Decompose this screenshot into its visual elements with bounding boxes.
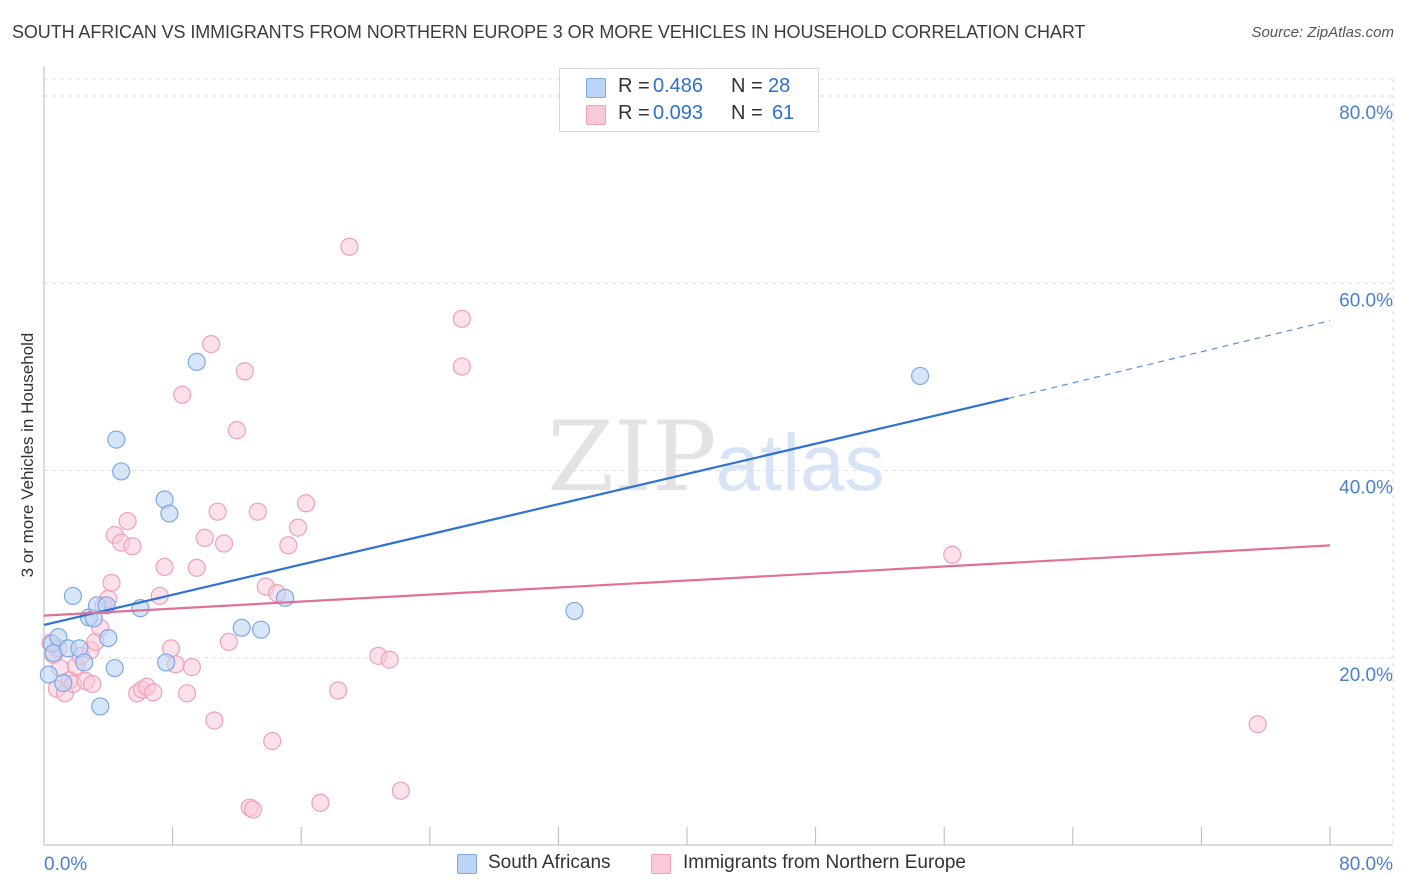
axes: [43, 66, 1393, 846]
watermark-zip: ZIP: [547, 401, 716, 513]
legend-r-label: R =: [618, 75, 650, 97]
point-immigrants: [205, 711, 224, 730]
point-south-africans: [75, 653, 94, 672]
point-south-africans: [187, 352, 206, 371]
point-immigrants: [123, 537, 142, 556]
point-immigrants: [452, 309, 472, 328]
point-immigrants: [195, 528, 214, 548]
point-south-africans: [232, 618, 251, 637]
legend-swatch-pink: [586, 105, 606, 125]
point-immigrants: [340, 237, 359, 256]
bottom-legend-swatch-pink: [651, 854, 671, 874]
point-south-africans: [112, 462, 131, 481]
point-immigrants: [263, 731, 282, 751]
y-tick-label: 40.0%: [1339, 478, 1393, 499]
point-south-africans: [91, 697, 110, 716]
legend-r-label: R =: [618, 102, 650, 124]
point-immigrants: [173, 385, 192, 404]
legend-swatch-blue: [586, 78, 606, 98]
point-immigrants: [288, 518, 308, 537]
point-immigrants: [380, 650, 399, 669]
point-south-africans: [160, 504, 179, 523]
chart-title: SOUTH AFRICAN VS IMMIGRANTS FROM NORTHER…: [12, 22, 1086, 42]
point-south-africans: [107, 430, 126, 449]
point-immigrants: [311, 793, 330, 812]
point-immigrants: [202, 335, 221, 354]
y-tick-label: 80.0%: [1339, 103, 1393, 124]
point-immigrants: [227, 421, 246, 440]
point-south-africans: [99, 628, 118, 648]
point-immigrants: [452, 357, 472, 376]
legend-r-value: 0.486: [653, 75, 704, 97]
legend-n-value: 61: [772, 102, 795, 124]
point-immigrants: [102, 573, 121, 592]
point-immigrants: [329, 681, 348, 700]
point-south-africans: [910, 366, 930, 386]
point-south-africans: [54, 673, 73, 693]
point-south-africans: [157, 653, 176, 672]
bottom-legend-label: South Africans: [488, 852, 611, 873]
point-immigrants: [1248, 715, 1267, 734]
point-immigrants: [296, 494, 316, 513]
tick-labels: 20.0% 40.0% 60.0% 80.0% 0.0% 80.0%: [44, 103, 1393, 875]
legend-n-value: 28: [768, 75, 791, 97]
point-immigrants: [118, 511, 137, 531]
y-axis-label: 3 or more Vehicles in Household: [18, 332, 37, 578]
point-immigrants: [208, 502, 227, 521]
watermark-atlas: atlas: [716, 418, 885, 507]
point-immigrants: [219, 632, 238, 651]
point-immigrants: [214, 534, 234, 553]
bottom-legend-label: Immigrants from Northern Europe: [683, 852, 966, 873]
point-immigrants: [279, 536, 298, 555]
point-immigrants: [144, 683, 163, 702]
immigrants-points: [41, 237, 1267, 819]
point-immigrants: [391, 781, 410, 800]
point-immigrants: [83, 674, 102, 694]
stats-legend: R = 0.486 N = 28 R = 0.093 N = 61: [559, 68, 819, 132]
point-immigrants: [155, 557, 174, 577]
point-immigrants: [182, 658, 201, 677]
bottom-legend-swatch-blue: [457, 854, 477, 874]
x-tick-label: 80.0%: [1339, 854, 1393, 875]
legend-n-label: N =: [731, 75, 763, 97]
point-immigrants: [243, 800, 263, 819]
point-south-africans: [39, 665, 58, 684]
point-south-africans: [63, 586, 83, 606]
trend-line-south-africans: [43, 397, 1009, 627]
trend-line-immigrants: [43, 544, 1331, 617]
y-tick-label: 60.0%: [1339, 290, 1393, 311]
point-immigrants: [943, 545, 962, 564]
south-africans-points: [39, 352, 930, 716]
point-immigrants: [235, 362, 255, 381]
point-immigrants: [248, 502, 267, 521]
trend-line-south-africans-extension: [1008, 320, 1331, 399]
legend-n-label: N =: [731, 102, 763, 124]
point-immigrants: [187, 558, 206, 577]
point-south-africans: [105, 658, 124, 678]
trend-lines: [43, 320, 1331, 627]
point-south-africans: [565, 601, 584, 621]
legend-r-value: 0.093: [653, 102, 704, 124]
watermark: ZIP atlas: [547, 401, 884, 513]
point-immigrants: [177, 684, 197, 703]
source-label: Source: ZipAtlas.com: [1251, 24, 1394, 41]
point-south-africans: [251, 620, 271, 639]
y-tick-label: 20.0%: [1339, 665, 1393, 686]
x-tick-label: 0.0%: [44, 854, 87, 875]
